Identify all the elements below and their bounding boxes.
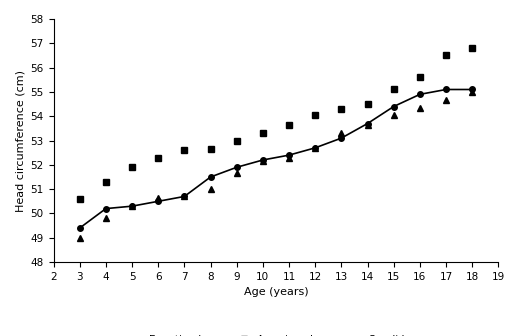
Legend: Egyptian boys, American boys, Saudi boys: Egyptian boys, American boys, Saudi boys	[121, 331, 431, 336]
X-axis label: Age (years): Age (years)	[244, 287, 308, 297]
Y-axis label: Head circumference (cm): Head circumference (cm)	[15, 70, 25, 212]
